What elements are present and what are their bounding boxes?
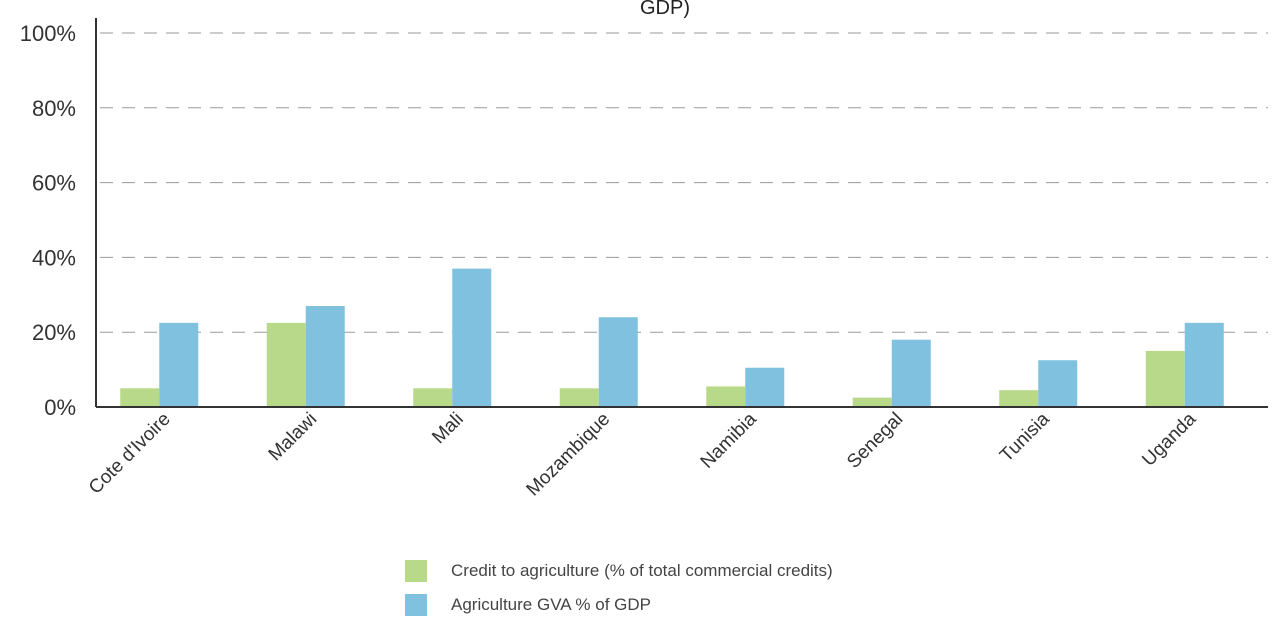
y-tick-label: 100% <box>20 21 76 46</box>
y-tick-label: 0% <box>44 395 76 420</box>
gridlines <box>100 32 1268 333</box>
bar-credit <box>852 397 892 407</box>
bar-credit <box>999 390 1039 407</box>
x-tick-label: Tunisia <box>996 408 1054 466</box>
bar-gva <box>745 367 785 407</box>
chart-title: GDP) <box>640 0 690 19</box>
y-tick-label: 80% <box>32 96 76 121</box>
bar-gva <box>1038 360 1078 407</box>
bar-credit <box>559 388 599 407</box>
legend: Credit to agriculture (% of total commer… <box>405 556 833 624</box>
bar-credit <box>120 388 160 407</box>
y-tick-label: 20% <box>32 320 76 345</box>
x-tick-label: Cote d'Ivoire <box>85 409 175 499</box>
bar-gva <box>452 268 492 407</box>
legend-item-gva: Agriculture GVA % of GDP <box>405 590 833 620</box>
legend-swatch-gva <box>405 594 427 616</box>
y-tick-label: 60% <box>32 171 76 196</box>
legend-label-credit: Credit to agriculture (% of total commer… <box>451 561 833 580</box>
y-axis-ticks: 0% 20% 40% 60% 80% 100% <box>20 21 76 420</box>
bar-credit <box>1145 350 1185 407</box>
bar-credit <box>266 322 306 407</box>
legend-swatch-credit <box>405 560 427 582</box>
axes <box>95 18 1268 408</box>
x-tick-label: Mozambique <box>523 409 615 501</box>
x-tick-label: Senegal <box>843 409 907 473</box>
bars <box>120 268 1224 407</box>
x-tick-label: Namibia <box>697 408 761 472</box>
x-tick-label: Uganda <box>1138 408 1200 470</box>
bar-credit <box>706 386 746 407</box>
x-tick-label: Malawi <box>265 409 322 466</box>
bar-credit <box>413 388 453 407</box>
bar-gva <box>305 306 345 407</box>
bar-gva <box>1184 322 1224 407</box>
legend-label-gva: Agriculture GVA % of GDP <box>451 595 651 614</box>
x-tick-label: Mali <box>428 409 467 448</box>
bar-gva <box>159 322 199 407</box>
bar-gva <box>598 317 638 407</box>
x-axis-ticks: Cote d'Ivoire Malawi Mali Mozambique Namibia… <box>85 408 1201 500</box>
y-tick-label: 40% <box>32 245 76 270</box>
legend-item-credit: Credit to agriculture (% of total commer… <box>405 556 833 586</box>
bar-gva <box>891 339 931 407</box>
